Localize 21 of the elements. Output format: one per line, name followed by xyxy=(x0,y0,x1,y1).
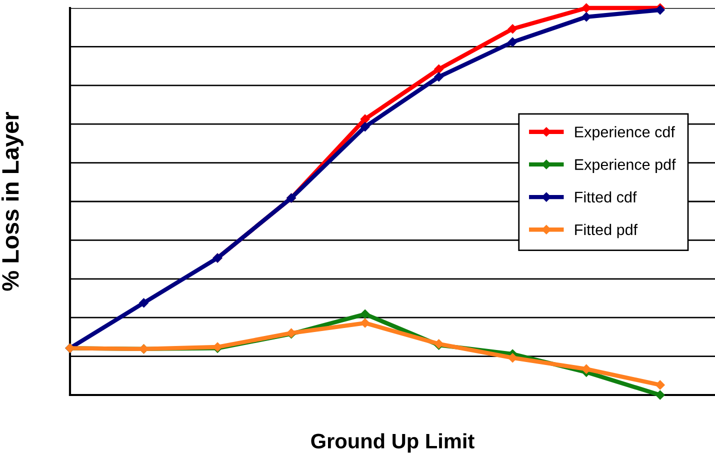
legend-label: Experience cdf xyxy=(575,126,675,140)
point xyxy=(434,64,444,74)
point xyxy=(360,114,370,124)
legend-label: Experience pdf xyxy=(575,158,676,173)
point xyxy=(508,37,518,47)
point xyxy=(139,298,148,308)
legend-label: Fitted pdf xyxy=(575,224,638,238)
point xyxy=(360,309,370,319)
x-axis-title: Ground Up Limit xyxy=(311,433,474,453)
point xyxy=(655,390,665,400)
point xyxy=(582,12,591,22)
point xyxy=(360,318,370,328)
point xyxy=(582,3,591,13)
point xyxy=(360,122,370,132)
legend-label: Fitted cdf xyxy=(575,191,637,203)
point xyxy=(508,24,518,34)
point xyxy=(582,364,591,374)
point xyxy=(434,72,444,82)
point xyxy=(655,380,665,390)
y-axis-title: % Loss in Layer xyxy=(1,112,24,291)
point xyxy=(508,353,518,362)
